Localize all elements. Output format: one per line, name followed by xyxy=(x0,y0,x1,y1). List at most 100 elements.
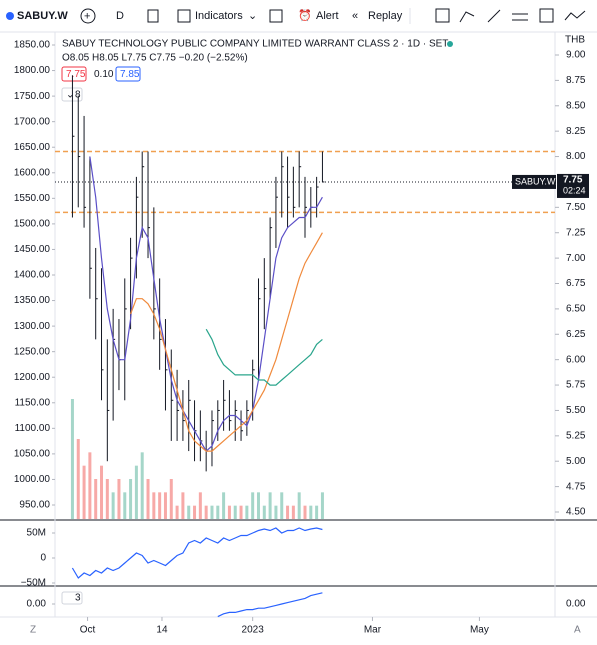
tool-parallel[interactable] xyxy=(512,13,528,21)
tool-rect[interactable] xyxy=(435,8,450,23)
volume-bar xyxy=(216,505,220,519)
symbol[interactable]: SABUY.W xyxy=(17,10,68,22)
dropdown[interactable]: ⌄ xyxy=(248,10,257,22)
price-tag-bg xyxy=(557,173,589,198)
line xyxy=(130,232,323,452)
tool-wave[interactable] xyxy=(564,10,586,21)
y-tick-label: 5.50 xyxy=(566,405,586,416)
volume-bar xyxy=(94,479,98,519)
volume-bar xyxy=(193,505,197,519)
y-tick-label: 4.75 xyxy=(566,481,586,492)
x-tick-label: 2023 xyxy=(242,625,265,636)
symbol-icon xyxy=(6,12,14,20)
y2-tick-label: 1850.00 xyxy=(14,40,51,51)
volume-bar xyxy=(187,505,191,519)
y2-tick-label: 1050.00 xyxy=(14,449,51,460)
y2-tick-label: 1600.00 xyxy=(14,167,51,178)
bid: 7.75 xyxy=(66,69,86,80)
volume-bar xyxy=(111,492,115,519)
y-tick-label: 5.25 xyxy=(566,430,586,441)
y-tick-label: 5.75 xyxy=(566,380,586,391)
volume-bar xyxy=(315,505,319,519)
y-tick-label: 7.25 xyxy=(566,227,586,238)
collapse-count: 8 xyxy=(75,90,81,101)
y2-tick-label: 1250.00 xyxy=(14,346,51,357)
volume-bar xyxy=(105,479,109,519)
y-tick-label: 7.50 xyxy=(566,202,586,213)
volume-bar xyxy=(117,479,121,519)
status-dot xyxy=(447,41,453,47)
volume-bar xyxy=(181,492,185,519)
y2-tick-label: 1000.00 xyxy=(14,474,51,485)
pane-tick-label: −50M xyxy=(21,578,46,589)
y2-tick-label: 1500.00 xyxy=(14,219,51,230)
y-tick-label: 6.00 xyxy=(566,354,586,365)
y-tick-label: 8.75 xyxy=(566,75,586,86)
interval[interactable]: D xyxy=(116,10,124,22)
plus-icon: + xyxy=(84,10,90,22)
price-tag: 7.75 xyxy=(563,175,583,186)
volume-bar xyxy=(70,399,74,519)
collapse-button[interactable] xyxy=(61,591,83,605)
collapse-icon: ⌄ xyxy=(66,90,74,101)
ask: 7.85 xyxy=(120,69,140,80)
log-toggle[interactable]: Z xyxy=(30,625,36,636)
volume-bar xyxy=(210,505,214,519)
x-tick-label: Mar xyxy=(364,625,382,636)
ask-box[interactable] xyxy=(115,66,141,82)
collapse-count: 3 xyxy=(75,593,81,604)
bid-box[interactable] xyxy=(61,66,87,82)
y-tick-label: 8.50 xyxy=(566,100,586,111)
x-tick-label: May xyxy=(470,625,489,636)
y2-tick-label: 1750.00 xyxy=(14,91,51,102)
volume-bar xyxy=(262,505,266,519)
volume-bar xyxy=(245,505,249,519)
volume-bar xyxy=(291,505,295,519)
volume-bar xyxy=(204,505,208,519)
volume-bar xyxy=(222,492,226,519)
y-tick-label: 6.50 xyxy=(566,304,586,315)
volume-bar xyxy=(123,492,127,519)
volume-bar xyxy=(297,492,301,519)
y-tick-label: 9.00 xyxy=(566,50,586,61)
volume-bar xyxy=(320,492,324,519)
y2-tick-label: 1550.00 xyxy=(14,193,51,204)
y2-tick-label: 1350.00 xyxy=(14,295,51,306)
alert-button[interactable]: Alert xyxy=(316,10,339,22)
volume-bar xyxy=(146,479,150,519)
layout-button[interactable] xyxy=(269,9,283,23)
volume-bar xyxy=(88,452,92,519)
auto-toggle[interactable]: A xyxy=(574,625,581,636)
volume-bar xyxy=(256,492,260,519)
volume-bar xyxy=(158,492,162,519)
bar-style-button[interactable] xyxy=(147,9,159,23)
volume-bar xyxy=(233,505,237,519)
y2-tick-label: 1650.00 xyxy=(14,142,51,153)
y-tick-label: 8.00 xyxy=(566,151,586,162)
compare-button[interactable] xyxy=(80,8,96,24)
y2-tick-label: 950.00 xyxy=(19,500,50,511)
tool-line[interactable] xyxy=(487,9,501,23)
pane-tick-label: 0.00 xyxy=(566,599,586,610)
volume-bar xyxy=(286,505,290,519)
replay-button[interactable]: Replay xyxy=(368,10,403,22)
line xyxy=(71,527,323,579)
volume-bar xyxy=(169,479,173,519)
spread: 0.10 xyxy=(94,69,114,80)
indicators-button[interactable]: Indicators xyxy=(195,10,243,22)
volume-bar xyxy=(76,439,80,519)
y2-tick-label: 1450.00 xyxy=(14,244,51,255)
y-tick-label: 4.50 xyxy=(566,507,586,518)
volume-bar xyxy=(100,465,104,519)
tool-path[interactable] xyxy=(459,11,475,23)
pane-tick-label: 50M xyxy=(27,528,46,539)
volume-bar xyxy=(251,492,255,519)
volume-bar xyxy=(134,465,138,519)
y2-tick-label: 1300.00 xyxy=(14,321,51,332)
tool-box[interactable] xyxy=(539,8,554,23)
volume-bar xyxy=(175,505,179,519)
y2-tick-label: 1800.00 xyxy=(14,65,51,76)
volume-bar xyxy=(268,492,272,519)
volume-bar xyxy=(163,492,167,519)
